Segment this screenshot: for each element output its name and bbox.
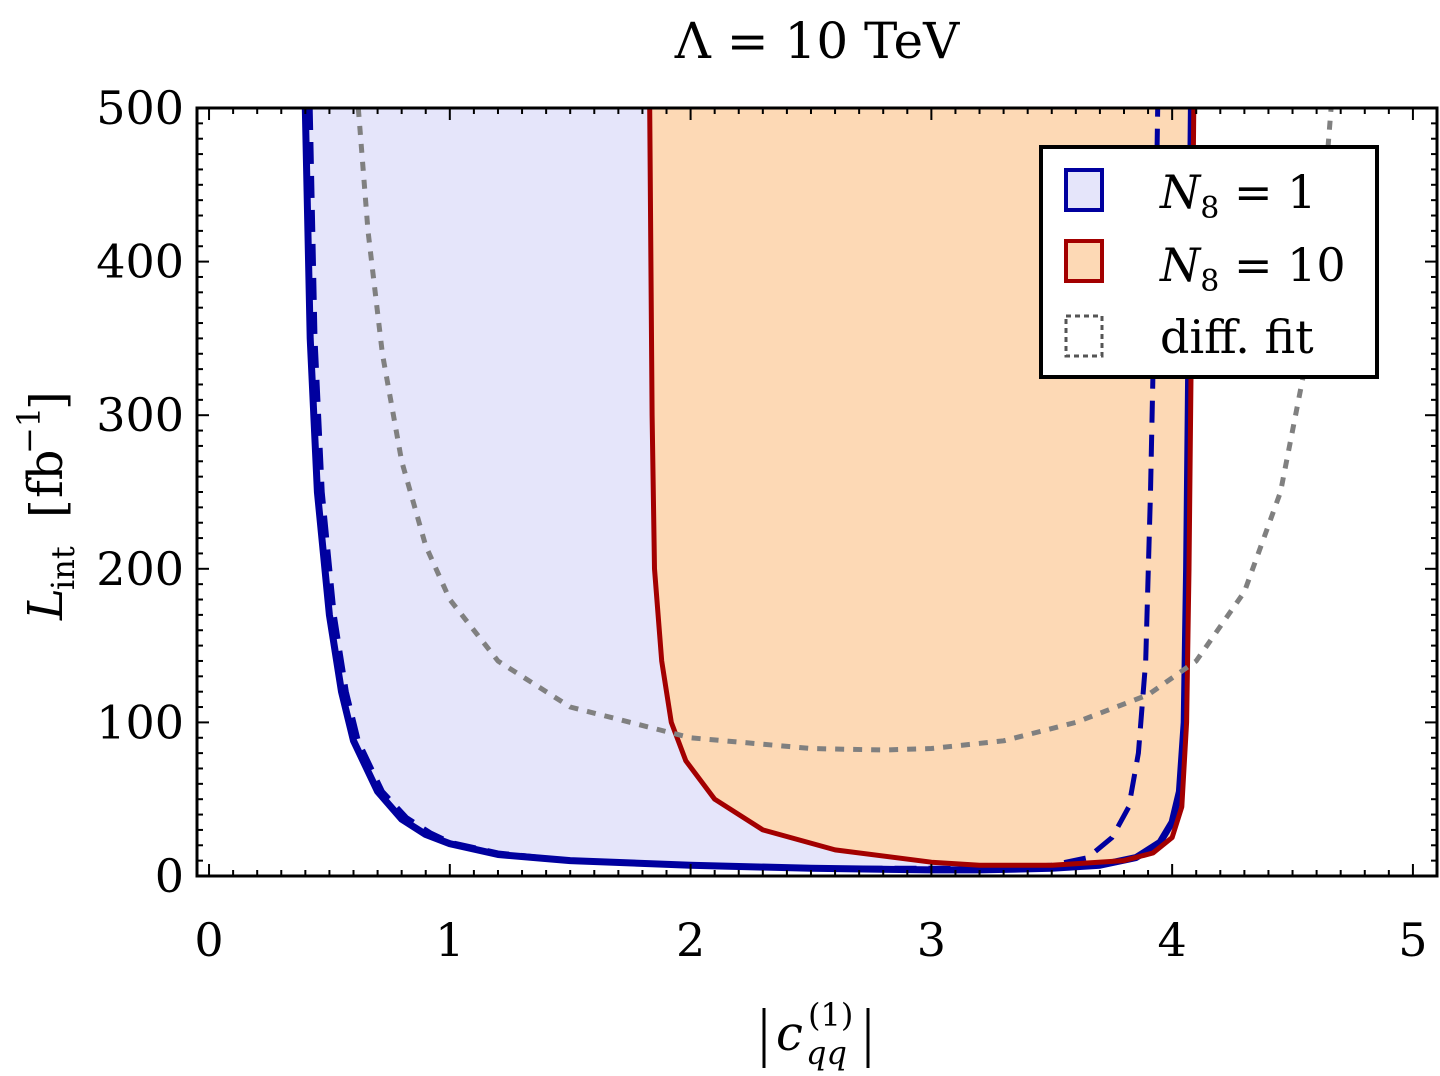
legend-swatch-n8-1: [1064, 168, 1104, 212]
y-axis-bracket-right: ]: [20, 391, 76, 410]
x-axis-sub: qq: [806, 1034, 847, 1072]
y-axis-label: L int [ fb −1 ]: [10, 391, 82, 621]
legend-label-n8-10: N8 = 10: [1159, 238, 1346, 299]
x-axis-label: c (1) qq: [762, 996, 870, 1072]
y-axis-sub: int: [44, 546, 82, 590]
series-line-3: [355, 108, 1334, 753]
axis-ticks: [197, 107, 1437, 877]
chart-title: Λ = 10 TeV: [674, 12, 960, 70]
x-tick-label: 2: [676, 913, 705, 967]
x-axis-var: c: [776, 1006, 803, 1062]
legend-swatch-diff-fit: [1064, 314, 1104, 358]
x-tick-label: 1: [435, 913, 464, 967]
x-tick-label: 5: [1398, 913, 1427, 967]
y-axis-bracket-left: [: [20, 499, 76, 518]
y-tick-label: 200: [96, 542, 184, 596]
y-tick-label: 100: [96, 695, 184, 749]
y-tick-labels: 0 100 200 300 400 500: [96, 81, 184, 903]
series-line-0: [301, 108, 1195, 874]
legend: N8 = 1 N8 = 10 diff. fit: [1039, 145, 1379, 379]
y-axis-unit: fb: [18, 450, 74, 499]
y-tick-label: 500: [96, 81, 184, 135]
legend-label-diff-fit: diff. fit: [1160, 310, 1314, 364]
legend-label-n8-1: N8 = 1: [1159, 165, 1316, 226]
legend-swatch-n8-10: [1064, 239, 1104, 283]
series-lines: [301, 108, 1334, 874]
x-axis-sup: (1): [808, 996, 853, 1034]
y-axis-var: L: [18, 588, 74, 621]
series-line-2: [647, 108, 1197, 868]
x-tick-label: 4: [1158, 913, 1187, 967]
y-axis-unit-sup: −1: [10, 407, 48, 454]
y-tick-label: 0: [155, 849, 184, 903]
y-tick-label: 400: [96, 235, 184, 289]
x-tick-labels: 0 1 2 3 4 5: [194, 913, 1427, 967]
x-tick-label: 3: [917, 913, 946, 967]
x-tick-label: 0: [194, 913, 223, 967]
y-tick-label: 300: [96, 388, 184, 442]
